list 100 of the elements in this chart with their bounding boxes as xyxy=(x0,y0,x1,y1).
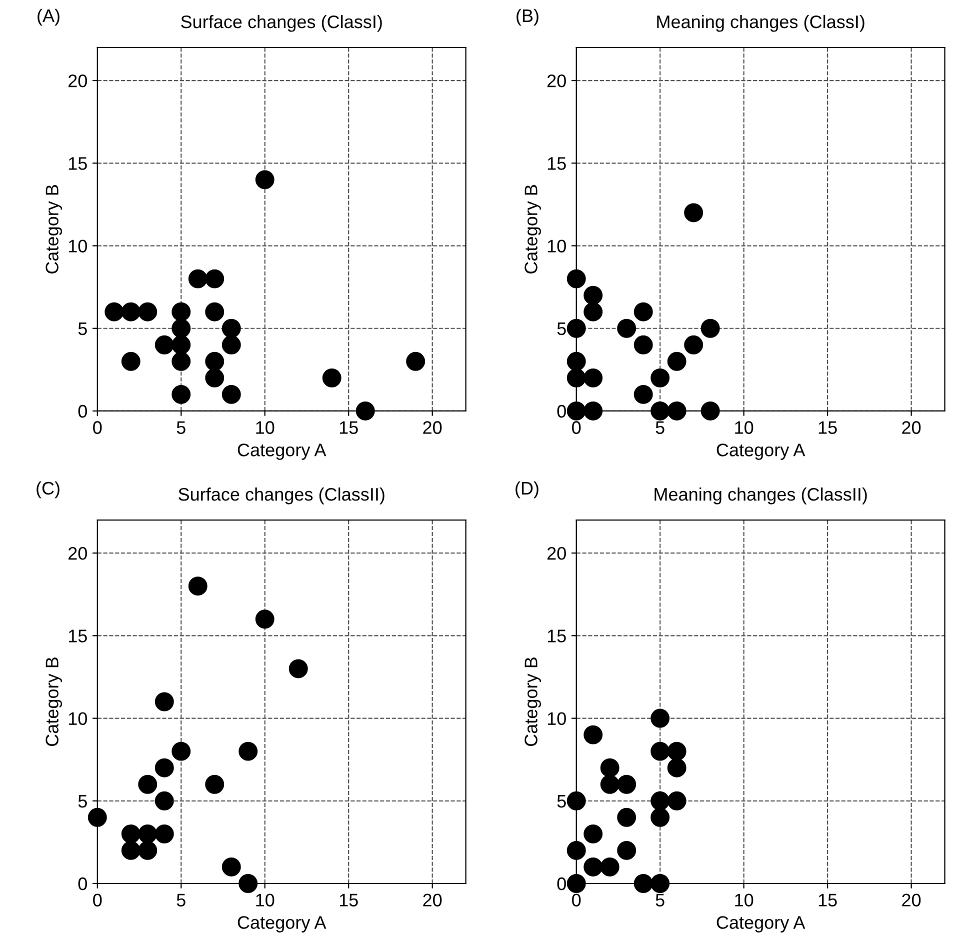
point xyxy=(667,352,686,371)
y-tick-label: 0 xyxy=(557,404,566,418)
point xyxy=(600,758,620,778)
point xyxy=(205,368,224,388)
point xyxy=(634,384,653,404)
y-tick-label: 10 xyxy=(548,712,566,726)
point xyxy=(154,758,174,778)
point xyxy=(617,840,636,860)
chart-title: Surface changes (ClassII) xyxy=(178,487,384,504)
point xyxy=(222,318,241,338)
x-axis-title: Category A xyxy=(238,916,326,932)
point xyxy=(238,874,258,893)
point xyxy=(121,824,140,844)
point xyxy=(700,318,720,338)
point xyxy=(255,170,274,190)
point xyxy=(188,269,208,288)
point xyxy=(88,808,107,827)
point xyxy=(172,335,191,354)
point xyxy=(650,708,670,728)
x-tick-label: 15 xyxy=(340,421,358,434)
chart-title: Meaning changes (ClassI) xyxy=(657,14,864,32)
x-tick-label: 5 xyxy=(656,421,664,434)
y-tick-label: 0 xyxy=(557,877,566,890)
point xyxy=(584,858,603,876)
point xyxy=(584,725,603,744)
point xyxy=(121,352,140,371)
y-tick-label: 20 xyxy=(68,74,87,88)
point xyxy=(566,791,586,810)
point xyxy=(566,874,586,893)
y-tick-label: 20 xyxy=(547,74,566,88)
point xyxy=(172,742,191,761)
point xyxy=(121,302,140,322)
point xyxy=(172,384,191,404)
x-tick-label: 5 xyxy=(656,894,664,906)
x-tick-label: 0 xyxy=(93,421,102,434)
point xyxy=(584,286,603,305)
point xyxy=(667,402,686,420)
point xyxy=(121,840,140,860)
y-tick-label: 10 xyxy=(548,240,566,252)
y-tick-label: 20 xyxy=(547,547,566,560)
chart-title: Meaning changes (ClassII) xyxy=(654,487,867,504)
point xyxy=(584,824,603,844)
point xyxy=(667,758,686,778)
x-tick-label: 10 xyxy=(735,894,754,906)
point xyxy=(566,269,586,288)
point xyxy=(188,576,208,596)
y-tick-label: 5 xyxy=(78,795,87,808)
point xyxy=(288,659,308,678)
x-tick-label: 0 xyxy=(572,894,581,906)
point xyxy=(222,858,241,876)
x-tick-label: 15 xyxy=(818,894,837,906)
x-tick-label: 0 xyxy=(572,421,581,434)
point xyxy=(205,269,224,288)
point xyxy=(650,368,670,388)
point xyxy=(566,402,586,420)
x-axis-title: Category A xyxy=(716,916,806,932)
point xyxy=(650,874,670,893)
y-axis-title: Category B xyxy=(524,185,541,274)
y-tick-label: 10 xyxy=(68,712,87,726)
y-tick-label: 5 xyxy=(557,322,566,336)
point xyxy=(600,774,620,794)
x-tick-label: 20 xyxy=(902,894,921,906)
text: (A) xyxy=(38,8,60,26)
point xyxy=(634,874,653,893)
point xyxy=(356,402,375,420)
point xyxy=(667,742,686,761)
y-tick-label: 0 xyxy=(78,877,87,890)
point xyxy=(154,692,174,712)
point xyxy=(222,335,241,354)
point xyxy=(650,742,670,761)
x-tick-label: 10 xyxy=(735,421,754,434)
point xyxy=(600,858,620,876)
point xyxy=(566,840,586,860)
point xyxy=(172,352,191,371)
y-axis-title: Category B xyxy=(46,658,62,746)
point xyxy=(684,203,704,222)
chart-title: Surface changes (ClassI) xyxy=(181,14,382,32)
point xyxy=(154,791,174,810)
point xyxy=(667,791,686,810)
point xyxy=(617,774,636,794)
point xyxy=(138,302,158,322)
y-axis-title: Category B xyxy=(46,185,62,274)
point xyxy=(634,335,653,354)
x-axis-title: Category A xyxy=(716,444,806,460)
y-tick-label: 15 xyxy=(548,630,566,642)
point xyxy=(205,302,224,322)
point xyxy=(617,808,636,827)
y-tick-label: 15 xyxy=(68,630,87,642)
point xyxy=(205,352,224,371)
point xyxy=(566,318,586,338)
point xyxy=(584,402,603,420)
point xyxy=(322,368,342,388)
y-tick-label: 5 xyxy=(557,795,566,808)
x-tick-label: 5 xyxy=(176,894,186,906)
point xyxy=(406,352,426,371)
point xyxy=(205,774,224,794)
y-tick-label: 5 xyxy=(78,322,87,336)
x-axis-title: Category A xyxy=(238,444,326,460)
y-tick-label: 15 xyxy=(548,157,566,170)
point xyxy=(617,318,636,338)
